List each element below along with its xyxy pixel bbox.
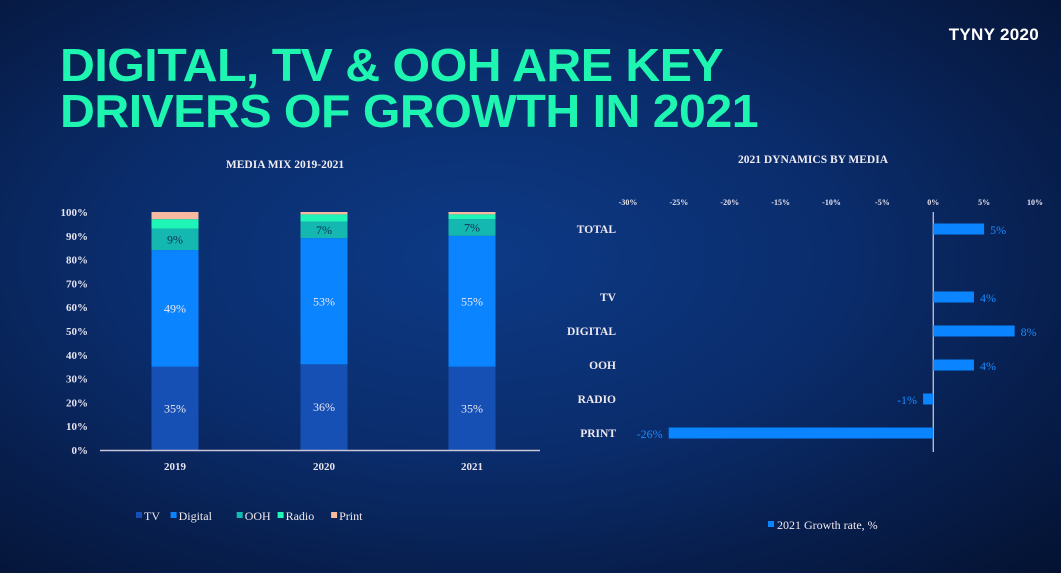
x-tick-label: -20% [720,198,739,207]
legend-label-print: Print [339,509,363,523]
y-tick-label: 90% [66,231,88,243]
bar-tv [933,291,974,303]
x-tick-label: 5% [978,198,990,207]
segment-value-label: 7% [316,223,332,237]
y-tick-label: 50% [66,326,88,338]
bar-value-label: -26% [637,427,663,441]
bar-value-label: -1% [897,393,917,407]
bar-segment-tv [448,366,496,450]
media-mix-bars: 35% 49% 9% 36% 53% 7% 35% 55% 7% [151,212,496,450]
media-mix-y-axis: 0% 10% 20% 30% 40% 50% 60% 70% 80% 90% 100% [61,207,89,457]
y-tick-label: 10% [66,421,88,433]
legend-label: 2021 Growth rate, % [777,518,878,532]
x-tick-label: 2021 [461,461,483,473]
page-headline: DIGITAL, TV & OOH ARE KEY DRIVERS OF GRO… [60,39,759,137]
bar-value-label: 4% [980,291,996,305]
x-tick-label: 2020 [313,461,336,473]
legend-label-digital: Digital [179,509,213,523]
bar-segment-tv [151,366,199,450]
y-tick-label: 60% [66,302,88,314]
segment-value-label: 49% [164,301,186,315]
x-tick-label: 0% [927,198,939,207]
bar-digital [933,325,1015,337]
legend-swatch-print [331,512,338,518]
category-label: TV [600,292,617,304]
bar-segment-print [151,212,199,220]
y-tick-label: 30% [66,374,88,386]
segment-value-label: 53% [313,294,335,308]
bar-ooh [933,359,974,371]
bar-segment-ooh [151,228,199,251]
bar-radio [923,393,934,405]
bar-segment-print [300,212,348,215]
y-tick-label: 80% [66,255,88,267]
legend-label-radio: Radio [286,509,315,523]
segment-value-label: 36% [313,400,335,414]
x-tick-label: -25% [670,198,689,207]
x-tick-label: -10% [822,198,841,207]
y-tick-label: 100% [61,207,89,219]
segment-value-label: 7% [464,220,480,234]
media-mix-title: MEDIA MIX 2019-2021 [226,159,344,171]
bar-segment-print [448,212,496,215]
dynamics-bars: TOTAL 5% TV 4% DIGITAL 8% OOH 4% RADIO -1% PRINT -2… [567,223,1037,441]
bar-segment-digital [300,238,348,365]
legend-swatch-radio [277,512,284,518]
bar-segment-digital [448,235,496,367]
bar-segment-ooh [300,221,348,239]
category-label: PRINT [580,428,616,440]
category-label: DIGITAL [567,326,616,338]
segment-value-label: 9% [167,232,183,246]
bar-segment-tv [300,364,348,450]
headline-line-1: DIGITAL, TV & OOH ARE KEY [60,39,724,91]
x-tick-label: -15% [771,198,790,207]
bar-segment-radio [151,219,199,229]
y-tick-label: 40% [66,350,88,362]
segment-value-label: 35% [164,401,186,415]
dynamics-x-axis: -30% -25% -20% -15% -10% -5% 0% 5% 10% [619,198,1043,207]
bar-value-label: 5% [990,223,1006,237]
bar-print [668,427,934,439]
dynamics-title: 2021 DYNAMICS BY MEDIA [738,154,889,166]
dynamics-legend: 2021 Growth rate, % [768,518,878,532]
category-label: OOH [589,360,616,372]
y-tick-label: 20% [66,397,88,409]
y-tick-label: 70% [66,278,88,290]
x-tick-label: 10% [1027,198,1043,207]
legend-swatch-tv [136,512,142,518]
segment-value-label: 55% [461,294,483,308]
category-label: TOTAL [577,224,617,236]
headline-line-2: DRIVERS OF GROWTH IN 2021 [60,85,759,137]
bar-segment-ooh [448,219,496,236]
x-tick-label: 2019 [164,461,187,473]
x-tick-label: -5% [875,198,890,207]
segment-value-label: 35% [461,401,483,415]
legend-label-ooh: OOH [245,509,271,523]
dynamics-chart: 2021 DYNAMICS BY MEDIA -30% -25% -20% -15% -… [567,154,1043,532]
bar-value-label: 4% [980,359,996,373]
media-mix-chart: MEDIA MIX 2019-2021 0% 10% 20% 30% 40% 50% 60%… [61,159,540,523]
legend-swatch-ooh [236,512,243,518]
media-mix-x-axis: 2019 2020 2021 [164,461,483,473]
bar-value-label: 8% [1021,325,1037,339]
bar-total [933,223,985,235]
legend-swatch-digital [170,512,177,518]
y-tick-label: 0% [72,445,89,457]
bar-segment-radio [448,214,496,220]
bar-segment-radio [300,214,348,222]
brand-label: TYNY 2020 [948,25,1039,44]
category-label: RADIO [578,394,616,406]
x-tick-label: -30% [619,198,638,207]
bar-segment-digital [151,250,199,367]
legend-swatch [768,521,774,527]
legend-label-tv: TV [144,509,160,523]
media-mix-legend: TV Digital OOH Radio Print [136,509,363,523]
